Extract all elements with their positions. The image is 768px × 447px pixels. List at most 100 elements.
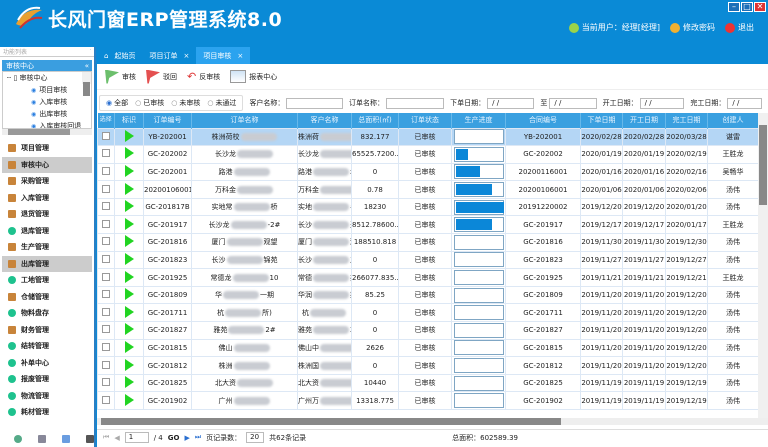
row-checkbox[interactable] xyxy=(102,342,110,351)
reject-button[interactable]: 驳回 xyxy=(146,69,177,84)
last-page-button[interactable]: ⏭ xyxy=(194,433,202,441)
sidebar-item[interactable]: 结转管理 xyxy=(2,338,92,355)
table-row[interactable]: GC-201816厦门观望厦门观望188510.818已审核GC-2018162… xyxy=(97,233,758,252)
select-cell[interactable] xyxy=(97,391,115,410)
sidebar-item[interactable]: 审核中心 xyxy=(2,156,92,173)
row-checkbox[interactable] xyxy=(102,237,110,246)
order-name-input[interactable] xyxy=(385,97,445,109)
column-header[interactable]: 订单状态 xyxy=(398,113,452,128)
cart-icon[interactable] xyxy=(38,435,46,443)
select-cell[interactable] xyxy=(97,127,115,147)
order-date-from[interactable]: / / xyxy=(487,97,535,109)
close-button[interactable]: ✕ xyxy=(754,2,766,12)
select-cell[interactable] xyxy=(97,268,115,287)
table-row[interactable]: GC-201925 常德龙 10 常德 苑...266077.835...已审核 GC-2… xyxy=(97,268,758,287)
select-cell[interactable] xyxy=(97,197,115,217)
select-cell[interactable] xyxy=(97,356,115,375)
sidebar-item[interactable]: 采购管理 xyxy=(2,173,92,190)
row-checkbox[interactable] xyxy=(102,325,110,334)
table-row[interactable]: GC-201809华一期华润期85.25已审核GC-2018092019/11/… xyxy=(97,285,758,305)
table-row[interactable]: GC-201827雅苑2#雅苑2#0已审核GC-2018272019/11/20… xyxy=(97,321,758,340)
tree-scrollbar[interactable] xyxy=(82,72,91,96)
table-row[interactable]: GC-202002长沙龙长沙龙免...65525.7200...已审核GC-20… xyxy=(97,145,758,164)
table-row[interactable]: GC-201825北大资北大资天...10440已审核GC-2018252019… xyxy=(97,373,758,393)
column-header[interactable]: 生产进度 xyxy=(451,113,506,128)
next-page-button[interactable]: ▶ xyxy=(184,433,190,442)
print-icon[interactable] xyxy=(86,435,94,443)
sidebar-item[interactable]: 报废管理 xyxy=(2,371,92,388)
select-cell[interactable] xyxy=(97,373,115,393)
sidebar-item[interactable]: 财务管理 xyxy=(2,322,92,339)
select-cell[interactable] xyxy=(97,303,115,323)
select-cell[interactable] xyxy=(97,233,115,252)
tree-root[interactable]: ┄ ▯ 审核中心 xyxy=(7,74,48,82)
column-header[interactable]: 选择 xyxy=(97,113,115,128)
column-header[interactable]: 订单编号 xyxy=(143,113,192,128)
close-icon[interactable]: × xyxy=(237,51,244,60)
table-row[interactable]: GC-201817B实地常桥实地#...18230已审核201912200022… xyxy=(97,197,758,217)
audit-button[interactable]: 审核 xyxy=(105,69,136,84)
tab-home[interactable]: ⌂ 起始页 xyxy=(97,47,142,64)
page-size-input[interactable]: 20 xyxy=(246,432,265,443)
table-row[interactable]: GC-201917 长沙龙 -2# 长沙 天...8512.78600...已审核 GC-… xyxy=(97,215,758,235)
row-checkbox[interactable] xyxy=(102,149,110,158)
select-cell[interactable] xyxy=(97,180,115,199)
finish-date-input[interactable]: / / xyxy=(727,97,762,109)
column-header[interactable]: 标识 xyxy=(114,113,144,128)
table-row[interactable]: GC-201815佛山佛山中西岸2626已审核GC-2018152019/11/… xyxy=(97,338,758,358)
row-checkbox[interactable] xyxy=(102,290,110,299)
radio-all[interactable]: 全部 xyxy=(106,98,128,108)
row-checkbox[interactable] xyxy=(102,202,110,211)
sidebar-item[interactable]: 入库管理 xyxy=(2,190,92,207)
table-row[interactable]: GC-201812株洲株洲国未来0已审核GC-2018122019/11/202… xyxy=(97,356,758,375)
start-date-input[interactable]: / / xyxy=(639,97,685,109)
row-checkbox[interactable] xyxy=(102,166,110,175)
select-cell[interactable] xyxy=(97,250,115,270)
customer-input[interactable] xyxy=(286,97,343,109)
row-checkbox[interactable] xyxy=(102,307,110,316)
sidebar-item[interactable]: 补单中心 xyxy=(2,355,92,372)
row-checkbox[interactable] xyxy=(102,360,110,369)
row-checkbox[interactable] xyxy=(102,378,110,387)
table-row[interactable]: GC-201902广州广州万森林13318.775已审核GC-201902201… xyxy=(97,391,758,410)
collapse-icon[interactable]: « xyxy=(84,61,89,70)
select-cell[interactable] xyxy=(97,285,115,305)
grid-hscrollbar[interactable] xyxy=(97,418,768,425)
change-password-button[interactable]: 修改密码 xyxy=(670,22,715,33)
table-row[interactable]: GC-201711 杭所) 杭 0 已审核 GC-201711 2019/11/20 2019… xyxy=(97,303,758,323)
sidebar-item[interactable]: 物料盘存 xyxy=(2,305,92,322)
sidebar-item[interactable]: 仓储管理 xyxy=(2,289,92,306)
grid-vscrollbar[interactable] xyxy=(758,113,768,418)
radio-unaudited[interactable]: 未审核 xyxy=(171,98,200,108)
table-row[interactable]: YB-202001株洲荷校株洲荷系...832.177已审核YB-2020012… xyxy=(97,127,758,147)
select-cell[interactable] xyxy=(97,321,115,340)
row-checkbox[interactable] xyxy=(102,131,110,140)
prev-page-button[interactable]: ◀ xyxy=(114,433,120,442)
sidebar-item[interactable]: 项目管理 xyxy=(2,140,92,157)
table-row[interactable]: GC-201823长沙锦苑长沙之...0已审核GC-2018232019/11/… xyxy=(97,250,758,270)
row-checkbox[interactable] xyxy=(102,184,110,193)
tree-item[interactable]: 入库审核回退 xyxy=(7,120,91,128)
document-icon[interactable] xyxy=(62,435,70,443)
close-icon[interactable]: × xyxy=(183,51,190,60)
tab-project-audit[interactable]: 项目审核 × xyxy=(196,47,251,64)
minimize-button[interactable]: – xyxy=(728,2,740,12)
sidebar-item[interactable]: 耗材管理 xyxy=(2,404,92,421)
column-header[interactable]: 总面积(㎡) xyxy=(351,113,399,128)
circle-icon[interactable] xyxy=(14,435,22,443)
sidebar-item[interactable]: 出库管理 xyxy=(2,255,92,272)
select-cell[interactable] xyxy=(97,162,115,182)
sidebar-item[interactable]: 物流管理 xyxy=(2,388,92,405)
row-checkbox[interactable] xyxy=(102,254,110,263)
tree-hscrollbar[interactable] xyxy=(2,129,92,135)
sidebar-item[interactable]: 工地管理 xyxy=(2,272,92,289)
page-input[interactable]: 1 xyxy=(124,432,149,443)
row-checkbox[interactable] xyxy=(102,219,110,228)
order-date-to[interactable]: / / xyxy=(549,97,597,109)
column-header[interactable]: 开工日期 xyxy=(622,113,666,128)
sidebar-item[interactable]: 退货管理 xyxy=(2,206,92,223)
select-cell[interactable] xyxy=(97,145,115,164)
row-checkbox[interactable] xyxy=(102,395,110,404)
first-page-button[interactable]: ⏮ xyxy=(103,433,110,441)
row-checkbox[interactable] xyxy=(102,272,110,281)
